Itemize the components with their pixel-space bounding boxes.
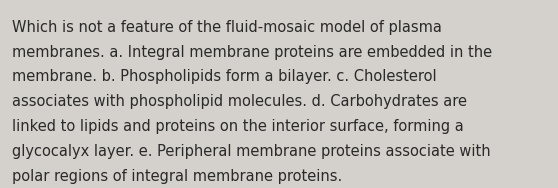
Text: membranes. a. Integral membrane proteins are embedded in the: membranes. a. Integral membrane proteins…	[12, 45, 492, 60]
Text: membrane. b. Phospholipids form a bilayer. c. Cholesterol: membrane. b. Phospholipids form a bilaye…	[12, 69, 437, 84]
Text: glycocalyx layer. e. Peripheral membrane proteins associate with: glycocalyx layer. e. Peripheral membrane…	[12, 144, 491, 159]
Text: linked to lipids and proteins on the interior surface, forming a: linked to lipids and proteins on the int…	[12, 119, 464, 134]
Text: Which is not a feature of the fluid-mosaic model of plasma: Which is not a feature of the fluid-mosa…	[12, 20, 442, 35]
Text: polar regions of integral membrane proteins.: polar regions of integral membrane prote…	[12, 169, 343, 184]
Text: associates with phospholipid molecules. d. Carbohydrates are: associates with phospholipid molecules. …	[12, 94, 467, 109]
